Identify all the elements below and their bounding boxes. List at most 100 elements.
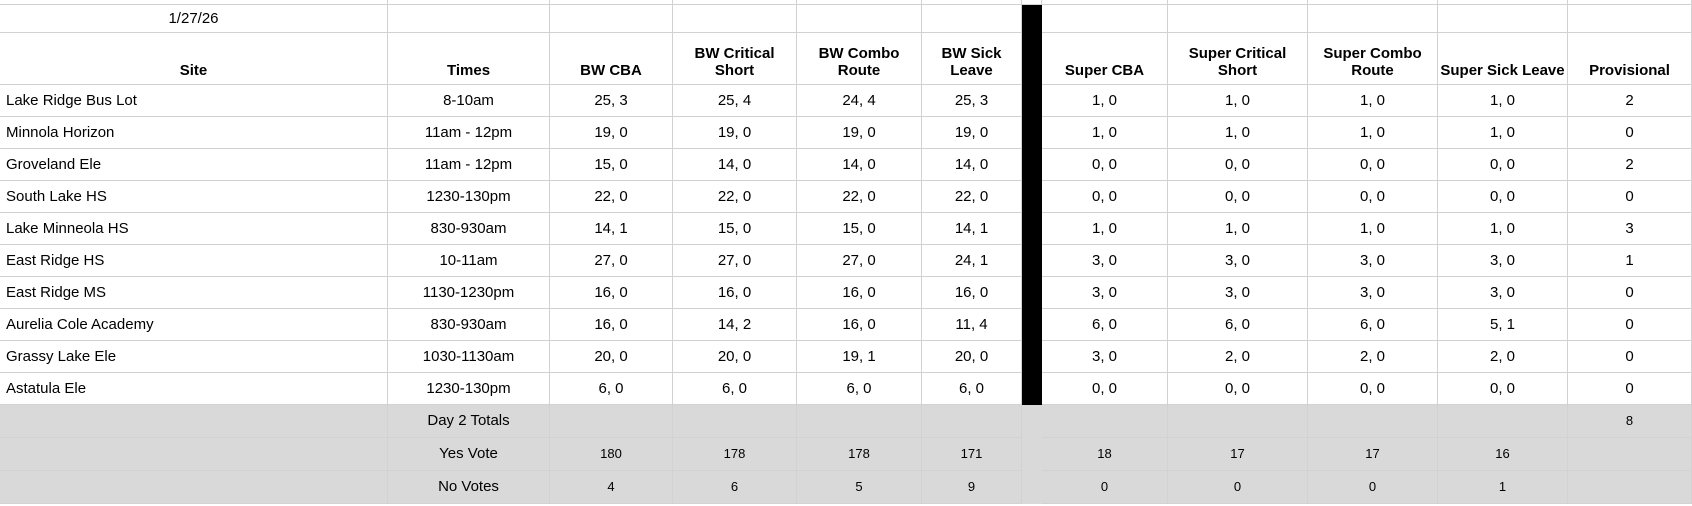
cell-super-combo-route[interactable]: 0, 0 (1308, 373, 1438, 405)
cell-super-combo-route[interactable]: 0, 0 (1308, 181, 1438, 213)
cell-super-sick-leave[interactable]: 1, 0 (1438, 117, 1568, 149)
date-super-cba[interactable] (1042, 5, 1168, 33)
cell-bw-sick-leave[interactable]: 14, 1 (922, 213, 1022, 245)
cell-super-cba[interactable]: 0 (1042, 471, 1168, 504)
cell-super-sick-leave[interactable]: 0, 0 (1438, 373, 1568, 405)
cell-site[interactable] (0, 405, 388, 438)
strip-site[interactable] (0, 0, 388, 5)
cell-provisional[interactable] (1568, 438, 1692, 471)
strip-times[interactable] (388, 0, 550, 5)
cell-super-critical-short[interactable]: 2, 0 (1168, 341, 1308, 373)
cell-super-critical-short[interactable]: 6, 0 (1168, 309, 1308, 341)
cell-bw-sick-leave[interactable]: 6, 0 (922, 373, 1022, 405)
cell-super-critical-short[interactable]: 3, 0 (1168, 245, 1308, 277)
cell-provisional[interactable]: 0 (1568, 373, 1692, 405)
date-site[interactable]: 1/27/26 (0, 5, 388, 33)
cell-bw-sick-leave[interactable] (922, 405, 1022, 438)
cell-times[interactable]: 1030-1130am (388, 341, 550, 373)
cell-bw-cba[interactable]: 16, 0 (550, 277, 673, 309)
cell-site[interactable]: East Ridge HS (0, 245, 388, 277)
header-super-critical-short[interactable]: Super Critical Short (1168, 33, 1308, 85)
cell-times[interactable]: Yes Vote (388, 438, 550, 471)
cell-super-sick-leave[interactable]: 16 (1438, 438, 1568, 471)
cell-bw-sick-leave[interactable]: 171 (922, 438, 1022, 471)
cell-super-critical-short[interactable]: 1, 0 (1168, 117, 1308, 149)
cell-bw-combo-route[interactable]: 6, 0 (797, 373, 922, 405)
cell-super-sick-leave[interactable]: 3, 0 (1438, 277, 1568, 309)
cell-provisional[interactable]: 1 (1568, 245, 1692, 277)
cell-bw-cba[interactable]: 16, 0 (550, 309, 673, 341)
cell-super-combo-route[interactable]: 0 (1308, 471, 1438, 504)
cell-times[interactable]: 1230-130pm (388, 181, 550, 213)
cell-bw-combo-route[interactable]: 5 (797, 471, 922, 504)
cell-super-cba[interactable]: 1, 0 (1042, 85, 1168, 117)
cell-super-combo-route[interactable]: 17 (1308, 438, 1438, 471)
cell-site[interactable]: Minnola Horizon (0, 117, 388, 149)
cell-site[interactable]: Aurelia Cole Academy (0, 309, 388, 341)
cell-bw-combo-route[interactable] (797, 405, 922, 438)
cell-bw-sick-leave[interactable]: 14, 0 (922, 149, 1022, 181)
cell-times[interactable]: Day 2 Totals (388, 405, 550, 438)
cell-super-combo-route[interactable]: 1, 0 (1308, 213, 1438, 245)
cell-provisional[interactable]: 0 (1568, 181, 1692, 213)
cell-super-combo-route[interactable] (1308, 405, 1438, 438)
strip-bw-cba[interactable] (550, 0, 673, 5)
cell-super-cba[interactable]: 0, 0 (1042, 149, 1168, 181)
cell-bw-cba[interactable]: 15, 0 (550, 149, 673, 181)
cell-bw-sick-leave[interactable]: 9 (922, 471, 1022, 504)
cell-bw-combo-route[interactable]: 16, 0 (797, 309, 922, 341)
strip-super-cba[interactable] (1042, 0, 1168, 5)
strip-bw-sick-leave[interactable] (922, 0, 1022, 5)
cell-super-critical-short[interactable]: 0, 0 (1168, 149, 1308, 181)
cell-bw-combo-route[interactable]: 178 (797, 438, 922, 471)
cell-bw-cba[interactable]: 4 (550, 471, 673, 504)
cell-super-cba[interactable]: 3, 0 (1042, 277, 1168, 309)
cell-super-combo-route[interactable]: 1, 0 (1308, 117, 1438, 149)
cell-times[interactable]: 1230-130pm (388, 373, 550, 405)
cell-super-cba[interactable]: 0, 0 (1042, 181, 1168, 213)
date-super-combo-route[interactable] (1308, 5, 1438, 33)
cell-bw-critical-short[interactable]: 6 (673, 471, 797, 504)
cell-bw-cba[interactable]: 25, 3 (550, 85, 673, 117)
cell-super-cba[interactable]: 1, 0 (1042, 117, 1168, 149)
cell-super-critical-short[interactable] (1168, 405, 1308, 438)
cell-bw-cba[interactable]: 20, 0 (550, 341, 673, 373)
cell-site[interactable]: Lake Minneola HS (0, 213, 388, 245)
cell-site[interactable]: South Lake HS (0, 181, 388, 213)
header-super-sick-leave[interactable]: Super Sick Leave (1438, 33, 1568, 85)
cell-super-sick-leave[interactable]: 1, 0 (1438, 85, 1568, 117)
cell-super-sick-leave[interactable]: 0, 0 (1438, 181, 1568, 213)
cell-site[interactable]: Astatula Ele (0, 373, 388, 405)
cell-bw-critical-short[interactable]: 16, 0 (673, 277, 797, 309)
date-bw-critical-short[interactable] (673, 5, 797, 33)
date-bw-combo-route[interactable] (797, 5, 922, 33)
cell-super-cba[interactable]: 18 (1042, 438, 1168, 471)
cell-super-cba[interactable] (1042, 405, 1168, 438)
cell-bw-combo-route[interactable]: 16, 0 (797, 277, 922, 309)
cell-site[interactable] (0, 471, 388, 504)
cell-super-cba[interactable]: 0, 0 (1042, 373, 1168, 405)
cell-site[interactable] (0, 438, 388, 471)
strip-super-combo-route[interactable] (1308, 0, 1438, 5)
cell-bw-sick-leave[interactable]: 24, 1 (922, 245, 1022, 277)
cell-bw-critical-short[interactable]: 20, 0 (673, 341, 797, 373)
cell-super-sick-leave[interactable]: 3, 0 (1438, 245, 1568, 277)
cell-bw-combo-route[interactable]: 19, 0 (797, 117, 922, 149)
cell-bw-sick-leave[interactable]: 22, 0 (922, 181, 1022, 213)
cell-site[interactable]: Lake Ridge Bus Lot (0, 85, 388, 117)
header-bw-cba[interactable]: BW CBA (550, 33, 673, 85)
header-bw-sick-leave[interactable]: BW Sick Leave (922, 33, 1022, 85)
cell-bw-critical-short[interactable]: 25, 4 (673, 85, 797, 117)
cell-bw-cba[interactable]: 14, 1 (550, 213, 673, 245)
header-provisional[interactable]: Provisional (1568, 33, 1692, 85)
cell-super-combo-route[interactable]: 3, 0 (1308, 245, 1438, 277)
strip-super-sick-leave[interactable] (1438, 0, 1568, 5)
cell-bw-sick-leave[interactable]: 11, 4 (922, 309, 1022, 341)
cell-super-critical-short[interactable]: 0, 0 (1168, 181, 1308, 213)
cell-super-critical-short[interactable]: 0, 0 (1168, 373, 1308, 405)
header-site[interactable]: Site (0, 33, 388, 85)
cell-times[interactable]: No Votes (388, 471, 550, 504)
date-times[interactable] (388, 5, 550, 33)
cell-bw-combo-route[interactable]: 27, 0 (797, 245, 922, 277)
date-provisional[interactable] (1568, 5, 1692, 33)
